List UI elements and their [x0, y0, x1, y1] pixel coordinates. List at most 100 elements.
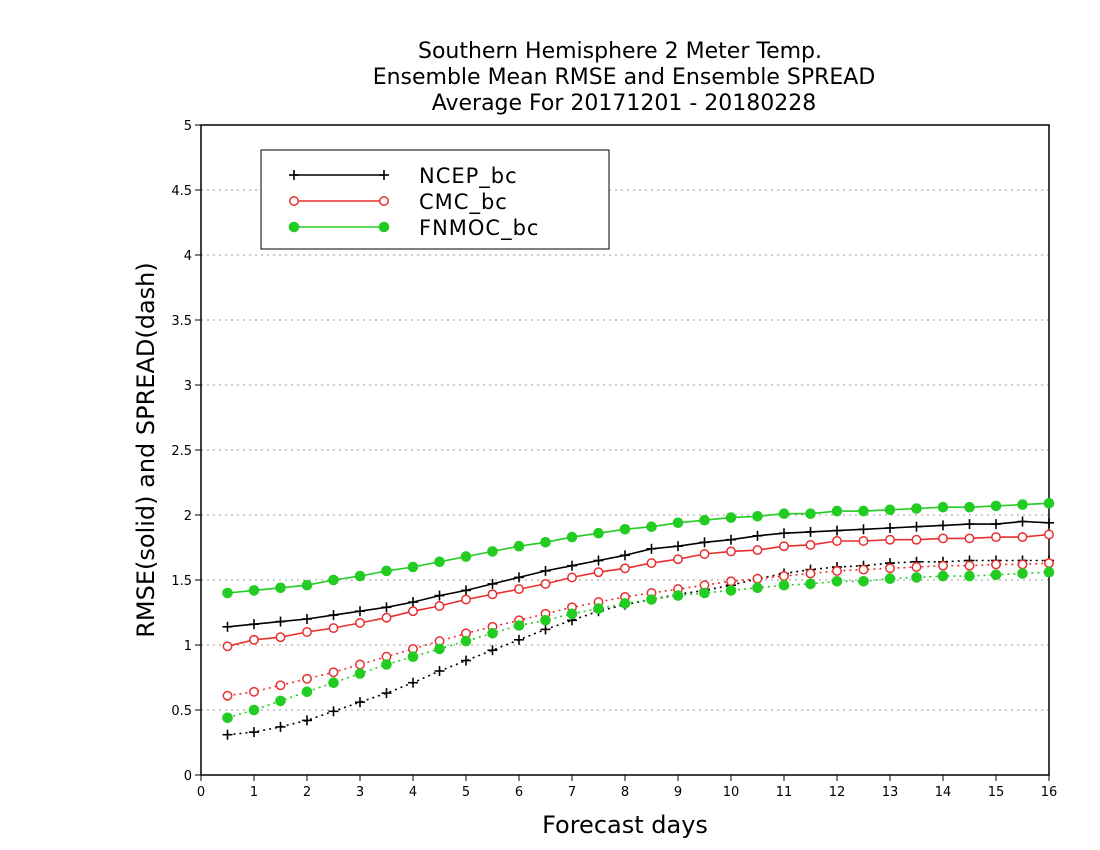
- y-tick-label: 0: [184, 769, 192, 784]
- cmc-bc-rmse-point: [567, 572, 577, 583]
- cmc-bc-rmse-point: [805, 539, 816, 550]
- cmc-bc-spread-point: [1017, 559, 1028, 570]
- legend-label: FNMOC_bc: [419, 216, 539, 241]
- fnmoc-bc-rmse-point: [990, 500, 1002, 512]
- ncep-bc-rmse-point: [408, 597, 418, 608]
- cmc-bc-rmse-point: [646, 558, 657, 569]
- ncep-bc-rmse-point: [514, 572, 524, 583]
- fnmoc-bc-rmse-point: [248, 585, 260, 596]
- fnmoc-bc-spread-line: [227, 571, 1050, 719]
- series-layer: [222, 498, 1055, 740]
- legend-marker: [289, 170, 299, 180]
- cmc-bc-spread-point: [302, 673, 312, 684]
- legend-marker: [378, 221, 390, 233]
- legend-marker: [289, 196, 299, 206]
- ncep-bc-rmse-point: [275, 616, 286, 627]
- x-tick-label: 10: [723, 785, 740, 800]
- cmc-bc-spread-point: [1044, 558, 1054, 569]
- ncep-bc-rmse-line: [227, 520, 1050, 628]
- y-tick-label: 0.5: [171, 704, 192, 719]
- x-tick-label: 11: [776, 785, 793, 800]
- cmc-bc-spread-point: [832, 565, 842, 576]
- ncep-bc-spread-point: [249, 727, 259, 738]
- legend-box: [260, 149, 610, 250]
- ncep-bc-rmse-point: [858, 524, 869, 535]
- ncep-bc-spread-point: [514, 634, 524, 645]
- cmc-bc-rmse-point: [779, 541, 789, 552]
- fnmoc-bc-rmse-point: [752, 511, 763, 522]
- ncep-bc-spread-point: [355, 697, 365, 708]
- cmc-bc-rmse-point: [938, 533, 948, 544]
- fnmoc-bc-rmse-point: [381, 565, 392, 577]
- fnmoc-bc-spread-point: [672, 590, 684, 601]
- ncep-bc-rmse-point: [593, 555, 604, 566]
- fnmoc-bc-rmse-point: [593, 527, 604, 539]
- cmc-bc-rmse-point: [1017, 532, 1028, 543]
- fnmoc-bc-spread-point: [911, 572, 922, 583]
- legend-item-cmc-bc: CMC_bc: [289, 190, 508, 215]
- cmc-bc-rmse-point: [911, 534, 922, 545]
- ncep-bc-rmse-point: [832, 525, 842, 536]
- fnmoc-bc-spread-point: [301, 686, 313, 698]
- ncep-bc-rmse-point: [620, 550, 630, 561]
- cmc-bc-rmse-point: [381, 612, 392, 623]
- ncep-bc-rmse-point: [885, 523, 895, 533]
- cmc-bc-rmse-point: [540, 578, 551, 589]
- fnmoc-bc-rmse-point: [646, 521, 657, 533]
- ncep-bc-rmse-point: [699, 537, 710, 548]
- fnmoc-bc-spread-point: [1017, 568, 1028, 579]
- x-tick-label: 16: [1041, 785, 1058, 800]
- y-tick-label: 4: [184, 249, 192, 264]
- fnmoc-bc-rmse-point: [725, 512, 737, 523]
- x-tick-label: 6: [515, 785, 523, 800]
- fnmoc-bc-spread-point: [619, 598, 631, 609]
- legend-item-ncep-bc: NCEP_bc: [289, 164, 517, 189]
- cmc-bc-rmse-point: [726, 546, 736, 557]
- ncep-bc-spread-point: [275, 721, 286, 732]
- cmc-bc-rmse-point: [699, 549, 710, 559]
- fnmoc-bc-spread-point: [248, 704, 260, 716]
- fnmoc-bc-rmse-point: [619, 524, 631, 535]
- chart-title: Southern Hemisphere 2 Meter Temp. Ensemb…: [373, 39, 876, 116]
- cmc-bc-rmse-point: [249, 634, 259, 645]
- ncep-bc-rmse-point: [567, 560, 577, 571]
- fnmoc-bc-spread-point: [275, 695, 286, 707]
- fnmoc-bc-rmse-point: [487, 546, 498, 557]
- legend-marker: [379, 196, 389, 206]
- fnmoc-bc-spread-point: [884, 573, 896, 585]
- fnmoc-bc-rmse-point: [778, 508, 790, 520]
- ncep-bc-spread-point: [434, 666, 445, 676]
- fnmoc-bc-rmse-point: [1017, 499, 1028, 510]
- legend-label: CMC_bc: [419, 190, 508, 215]
- fnmoc-bc-rmse-point: [964, 501, 975, 513]
- ncep-bc-rmse-point: [991, 519, 1001, 530]
- axis-ticks: 00.511.522.533.544.550 1 2 3 4 5 6 7 8 9 10 11 12 13 1…: [171, 119, 1057, 800]
- ncep-bc-spread-line: [227, 559, 1049, 736]
- ncep-bc-rmse-point: [328, 610, 339, 621]
- ncep-bc-rmse-point: [726, 534, 736, 545]
- x-tick-label: 9: [674, 785, 682, 800]
- ncep-bc-spread-point: [461, 655, 471, 666]
- legend-marker: [379, 170, 389, 180]
- fnmoc-bc-spread-point: [434, 643, 445, 655]
- cmc-bc-spread-point: [249, 686, 259, 697]
- ncep-bc-rmse-point: [461, 585, 471, 596]
- cmc-bc-rmse-point: [434, 601, 445, 611]
- cmc-bc-spread-point: [752, 573, 763, 584]
- x-tick-label: 2: [303, 785, 311, 800]
- fnmoc-bc-spread-point: [540, 615, 551, 626]
- fnmoc-bc-rmse-point: [540, 537, 551, 548]
- x-tick-label: 14: [935, 785, 952, 800]
- cmc-bc-spread-point: [779, 571, 789, 582]
- fnmoc-bc-rmse-point: [354, 570, 366, 582]
- y-tick-label: 1: [184, 639, 192, 654]
- fnmoc-bc-rmse-point: [328, 574, 339, 586]
- fnmoc-bc-rmse-point: [699, 514, 710, 526]
- x-tick-label: 1: [250, 785, 258, 800]
- fnmoc-bc-rmse-point: [513, 540, 525, 552]
- y-tick-label: 3.5: [171, 314, 192, 329]
- fnmoc-bc-spread-point: [513, 620, 525, 631]
- cmc-bc-rmse-point: [408, 606, 418, 617]
- fnmoc-bc-spread-point: [990, 569, 1002, 581]
